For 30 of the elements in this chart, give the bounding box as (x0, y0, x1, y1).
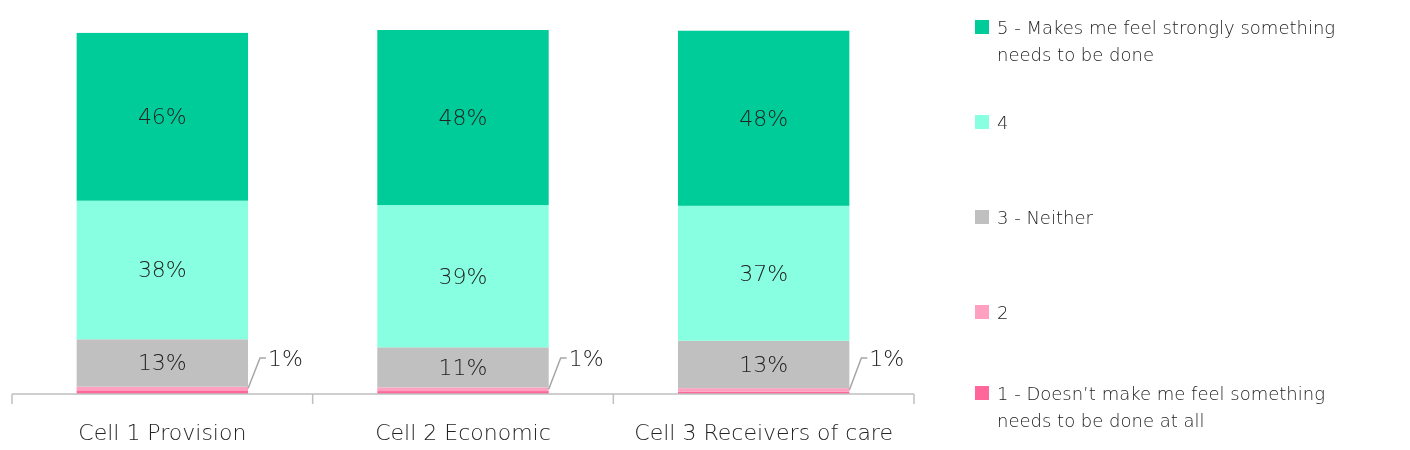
data-label: 38% (137, 257, 187, 283)
data-label: 13% (137, 350, 187, 376)
data-label: 37% (739, 260, 789, 286)
legend-label: 3 - Neither (997, 206, 1094, 228)
bar (377, 30, 549, 206)
data-label: 48% (739, 105, 789, 131)
data-label: 48% (438, 105, 488, 131)
bar (677, 30, 850, 206)
bar (76, 32, 249, 201)
x-tick-label: Cell 3 Receivers of care (634, 419, 893, 445)
bar (677, 340, 850, 389)
legend-label: 1 - Doesn’t make me feel something needs to be done at all (997, 382, 1325, 431)
bar (677, 205, 850, 341)
data-label: 11% (438, 354, 488, 380)
data-label: 46% (137, 104, 187, 130)
x-tick-label: Cell 2 Economic (375, 419, 551, 445)
bar (377, 205, 549, 348)
data-label: 1% (268, 345, 303, 371)
data-label: 13% (739, 351, 789, 377)
data-label: 1% (568, 345, 604, 371)
legend-label: 4 (997, 111, 1009, 133)
bar (377, 347, 549, 388)
data-label: 39% (438, 263, 488, 289)
data-label: 1% (869, 345, 905, 371)
bar (377, 387, 549, 392)
legend-label: 2 (997, 301, 1009, 323)
bar (76, 200, 249, 340)
bar (76, 339, 249, 387)
x-tick-label: Cell 1 Provision (78, 419, 247, 445)
legend-label: 5 - Makes me feel strongly something needs to be done (997, 16, 1336, 65)
